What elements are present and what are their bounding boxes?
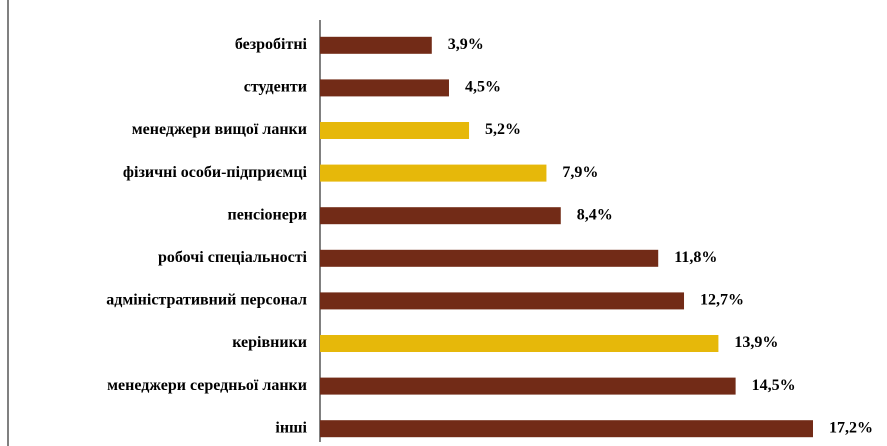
value-label: 4,5% bbox=[465, 79, 501, 96]
bar bbox=[320, 335, 719, 352]
value-label: 8,4% bbox=[577, 206, 613, 223]
category-label: інші bbox=[275, 419, 307, 436]
bar bbox=[320, 164, 547, 182]
value-label: 3,9% bbox=[448, 36, 484, 53]
category-label: керівники bbox=[232, 334, 307, 351]
value-label: 17,2% bbox=[829, 419, 873, 436]
value-label: 7,9% bbox=[562, 164, 598, 181]
bar bbox=[320, 122, 470, 139]
bar bbox=[320, 249, 659, 267]
category-label: менеджери вищої ланки bbox=[132, 121, 307, 138]
value-label: 11,8% bbox=[674, 249, 717, 266]
category-label: безробітні bbox=[235, 36, 308, 53]
category-label: адміністративний персонал bbox=[106, 292, 307, 309]
value-label: 12,7% bbox=[700, 292, 744, 309]
value-label: 13,9% bbox=[734, 334, 778, 351]
category-label: фізичні особи-підприємці bbox=[123, 164, 308, 181]
bar bbox=[320, 377, 736, 395]
value-label: 5,2% bbox=[485, 121, 521, 138]
bar bbox=[320, 36, 432, 54]
bar bbox=[320, 420, 813, 438]
category-label: пенсіонери bbox=[227, 206, 307, 223]
bar bbox=[320, 207, 561, 225]
bar bbox=[320, 292, 685, 310]
category-label: студенти bbox=[244, 79, 307, 96]
category-label: робочі спеціальності bbox=[158, 249, 308, 266]
value-label: 14,5% bbox=[752, 377, 796, 394]
category-label: менеджери середньої ланки bbox=[107, 377, 307, 394]
bar bbox=[320, 79, 449, 97]
